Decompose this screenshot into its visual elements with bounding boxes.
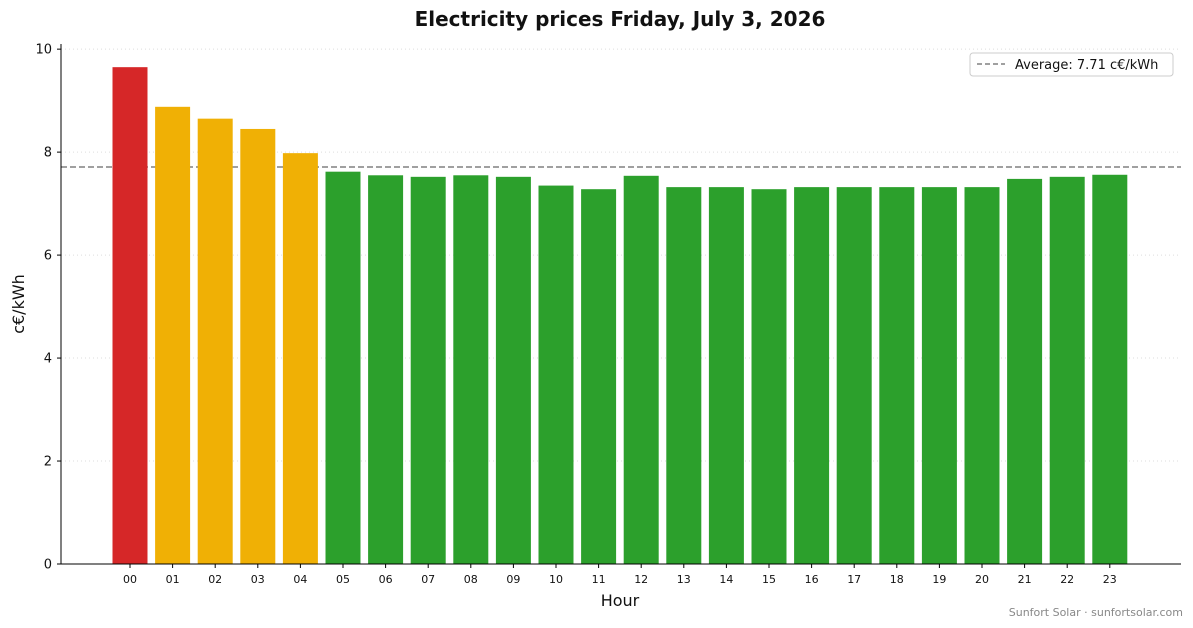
bar-15 (751, 189, 787, 565)
x-tick-label: 02 (208, 573, 222, 586)
x-tick-label: 07 (421, 573, 435, 586)
bar-08 (453, 175, 489, 565)
x-tick-label: 04 (293, 573, 307, 586)
y-tick-label: 0 (44, 558, 52, 573)
y-tick-label: 10 (35, 43, 52, 58)
y-tick-label: 6 (44, 249, 52, 264)
x-tick-label: 10 (549, 573, 563, 586)
bar-02 (197, 118, 233, 564)
x-tick-label: 05 (336, 573, 350, 586)
x-tick-label: 19 (932, 573, 946, 586)
x-tick-label: 17 (847, 573, 861, 586)
y-tick-label: 8 (44, 146, 52, 161)
bar-17 (836, 187, 872, 564)
bar-10 (538, 185, 574, 564)
x-tick-label: 18 (890, 573, 904, 586)
x-tick-label: 14 (719, 573, 733, 586)
legend-label: Average: 7.71 c€/kWh (1015, 58, 1158, 73)
bar-01 (155, 106, 191, 564)
bar-23 (1092, 174, 1128, 564)
bar-03 (240, 128, 276, 564)
bar-06 (368, 175, 404, 565)
x-tick-label: 08 (464, 573, 478, 586)
x-tick-label: 01 (166, 573, 180, 586)
y-gridlines (61, 48, 1181, 462)
x-tick-label: 21 (1018, 573, 1032, 586)
footer-credit: Sunfort Solar · sunfortsolar.com (1008, 606, 1183, 619)
x-tick-label: 20 (975, 573, 989, 586)
chart-title: Electricity prices Friday, July 3, 2026 (415, 7, 826, 31)
bar-22 (1049, 176, 1085, 565)
bar-07 (410, 176, 446, 565)
x-tick-label: 11 (592, 573, 606, 586)
x-tick-label: 06 (379, 573, 393, 586)
y-tick-label: 2 (44, 455, 52, 470)
bar-09 (495, 176, 531, 565)
x-tick-label: 12 (634, 573, 648, 586)
bar-19 (921, 187, 957, 564)
x-tick-label: 00 (123, 573, 137, 586)
bar-16 (794, 187, 830, 564)
bar-21 (1007, 178, 1043, 564)
bar-12 (623, 175, 659, 564)
bar-04 (282, 153, 318, 565)
x-axis-label: Hour (601, 591, 640, 610)
legend-box (969, 52, 1174, 77)
bar-05 (325, 171, 361, 564)
x-tick-label: 09 (506, 573, 520, 586)
bar-14 (708, 187, 744, 564)
axes (60, 44, 1181, 565)
x-tick-label: 23 (1103, 573, 1117, 586)
bars (112, 67, 1128, 565)
bar-20 (964, 187, 1000, 564)
x-ticks: 00 01 02 03 04 05 06 07 08 09 10 11 12 13 14 15 16 17 18 19… (123, 564, 1117, 586)
x-tick-label: 16 (805, 573, 819, 586)
bar-11 (581, 189, 617, 565)
bar-13 (666, 187, 702, 564)
y-ticks: 0 2 4 6 8 10 (35, 43, 61, 573)
legend: Average: 7.71 c€/kWh (969, 52, 1174, 77)
x-tick-label: 22 (1060, 573, 1074, 586)
x-tick-label: 15 (762, 573, 776, 586)
y-axis-label: c€/kWh (9, 274, 28, 334)
bar-00 (112, 67, 148, 564)
x-tick-label: 13 (677, 573, 691, 586)
bar-18 (879, 187, 915, 564)
y-tick-label: 4 (44, 352, 52, 367)
x-tick-label: 03 (251, 573, 265, 586)
